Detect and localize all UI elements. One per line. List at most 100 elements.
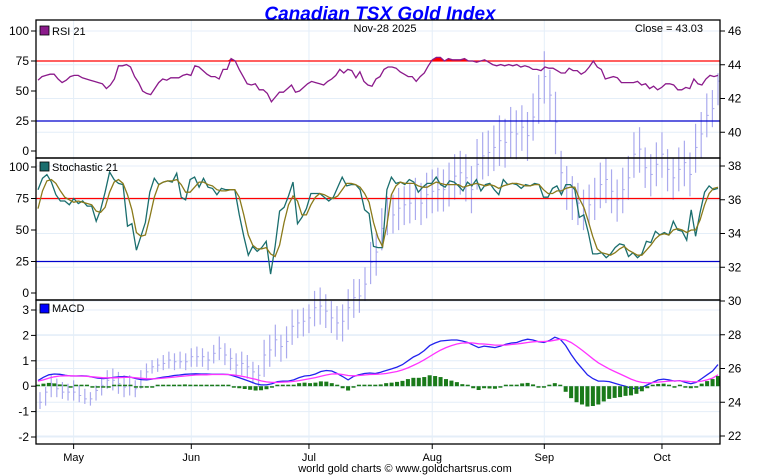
macd-histogram-bar — [650, 384, 655, 387]
chart-title: Canadian TSX Gold Index — [264, 4, 497, 25]
macd-histogram-bar — [237, 386, 242, 389]
macd-histogram-bar — [351, 386, 356, 388]
macd-histogram-bar — [601, 386, 606, 402]
macd-histogram-bar — [318, 381, 323, 387]
macd-histogram-bar — [492, 386, 497, 389]
macd-histogram-bar — [280, 384, 285, 387]
macd-histogram-bar — [291, 384, 296, 387]
y-tick-label: -2 — [18, 430, 29, 444]
macd-histogram-bar — [569, 386, 574, 399]
price-tick-label: 32 — [728, 260, 742, 274]
signal-line — [37, 338, 719, 384]
macd-histogram-bar — [498, 386, 503, 388]
macd-histogram-bar — [699, 383, 704, 387]
macd-histogram-bar — [612, 386, 617, 398]
macd-histogram-bar — [117, 384, 122, 387]
macd-histogram-bar — [552, 383, 557, 387]
y-tick-label: 2 — [22, 328, 29, 342]
legend-rsi-label: RSI 21 — [52, 26, 86, 38]
macd-histogram-bar — [623, 386, 628, 396]
macd-histogram-bar — [68, 386, 73, 388]
macd-histogram-bar — [139, 386, 144, 388]
macd-histogram-bar — [574, 386, 579, 403]
x-tick-label: Aug — [422, 452, 442, 464]
macd-histogram-bar — [422, 377, 427, 387]
macd-histogram-bar — [460, 384, 465, 387]
footer-credit: world gold charts © www.goldchartsrus.co… — [297, 463, 512, 475]
macd-histogram-bar — [384, 383, 389, 387]
macd-histogram-bar — [302, 382, 307, 387]
macd-histogram-bar — [177, 384, 182, 387]
y-tick-label: 100 — [9, 160, 29, 174]
y-tick-label: 50 — [16, 84, 30, 98]
macd-histogram-bar — [400, 380, 405, 387]
macd-histogram-bar — [509, 384, 514, 387]
macd-histogram-bar — [215, 384, 220, 387]
macd-histogram-bar — [558, 384, 563, 387]
macd-histogram-bar — [128, 384, 133, 387]
macd-histogram-bar — [672, 386, 677, 388]
macd-histogram-bar — [688, 386, 693, 389]
macd-histogram-bar — [182, 384, 187, 387]
macd-histogram-bar — [166, 384, 171, 387]
macd-histogram-bar — [579, 386, 585, 405]
indicator-series — [35, 56, 721, 407]
macd-histogram-bar — [362, 384, 367, 387]
macd-histogram-bar — [264, 386, 269, 390]
macd-histogram-bar — [694, 386, 699, 388]
macd-histogram-bar — [683, 386, 688, 388]
axes: MayJunJulAugSepOctNov4644424038363432302… — [9, 24, 742, 464]
macd-histogram-bar — [123, 384, 128, 387]
y-tick-label: 0 — [22, 144, 29, 158]
macd-histogram-bar — [150, 386, 155, 388]
macd-histogram-bar — [133, 386, 138, 388]
macd-histogram-bar — [231, 386, 236, 388]
macd-histogram-bar — [144, 386, 149, 388]
macd-histogram-bar — [346, 386, 351, 391]
macd-histogram-bar — [340, 386, 345, 389]
price-tick-label: 22 — [728, 429, 742, 443]
macd-histogram-bar — [63, 384, 68, 387]
macd-histogram-bar — [503, 384, 508, 387]
macd-histogram-bar — [487, 386, 492, 389]
price-tick-label: 40 — [728, 125, 742, 139]
macd-histogram-bar — [155, 384, 160, 387]
grid — [36, 20, 720, 444]
macd-histogram-bar — [373, 384, 378, 387]
y-tick-label: 50 — [16, 223, 30, 237]
macd-histogram-bar — [471, 386, 476, 389]
macd-histogram-bar — [715, 376, 721, 387]
y-tick-label: 100 — [9, 24, 29, 38]
macd-histogram-bar — [269, 386, 274, 388]
x-tick-label: Jun — [182, 452, 200, 464]
macd-histogram-bar — [596, 386, 601, 405]
x-tick-label: Jul — [302, 452, 316, 464]
legend-stochastic-label: Stochastic 21 — [52, 162, 118, 174]
y-tick-label: 75 — [16, 54, 30, 68]
macd-histogram-bar — [313, 382, 318, 387]
macd-histogram-bar — [259, 386, 264, 391]
legend-macd-label: MACD — [52, 303, 84, 315]
macd-histogram-bar — [710, 379, 715, 387]
panel-frame — [35, 299, 721, 445]
y-tick-label: 3 — [22, 303, 29, 317]
macd-histogram-bar — [307, 383, 313, 387]
x-tick-label: May — [63, 452, 84, 464]
macd-histogram-bar — [193, 384, 198, 387]
macd-histogram-bar — [335, 384, 340, 387]
macd-histogram-bar — [41, 383, 46, 387]
macd-histogram-bar — [90, 386, 95, 388]
macd-histogram-bar — [220, 384, 225, 387]
macd-histogram-bar — [106, 386, 111, 388]
macd-histogram-bar — [661, 383, 666, 387]
macd-histogram-bar — [634, 386, 639, 394]
macd-histogram-bar — [275, 384, 280, 387]
macd-histogram-bar — [389, 382, 394, 387]
panel-frame — [35, 157, 721, 301]
legend-stochastic-swatch — [39, 161, 50, 172]
macd-histogram-bar — [476, 386, 481, 391]
macd-histogram-bar — [395, 381, 400, 387]
close-label: Close = 43.03 — [635, 23, 703, 35]
macd-histogram-bar — [705, 381, 710, 387]
y-tick-label: 25 — [16, 114, 30, 128]
